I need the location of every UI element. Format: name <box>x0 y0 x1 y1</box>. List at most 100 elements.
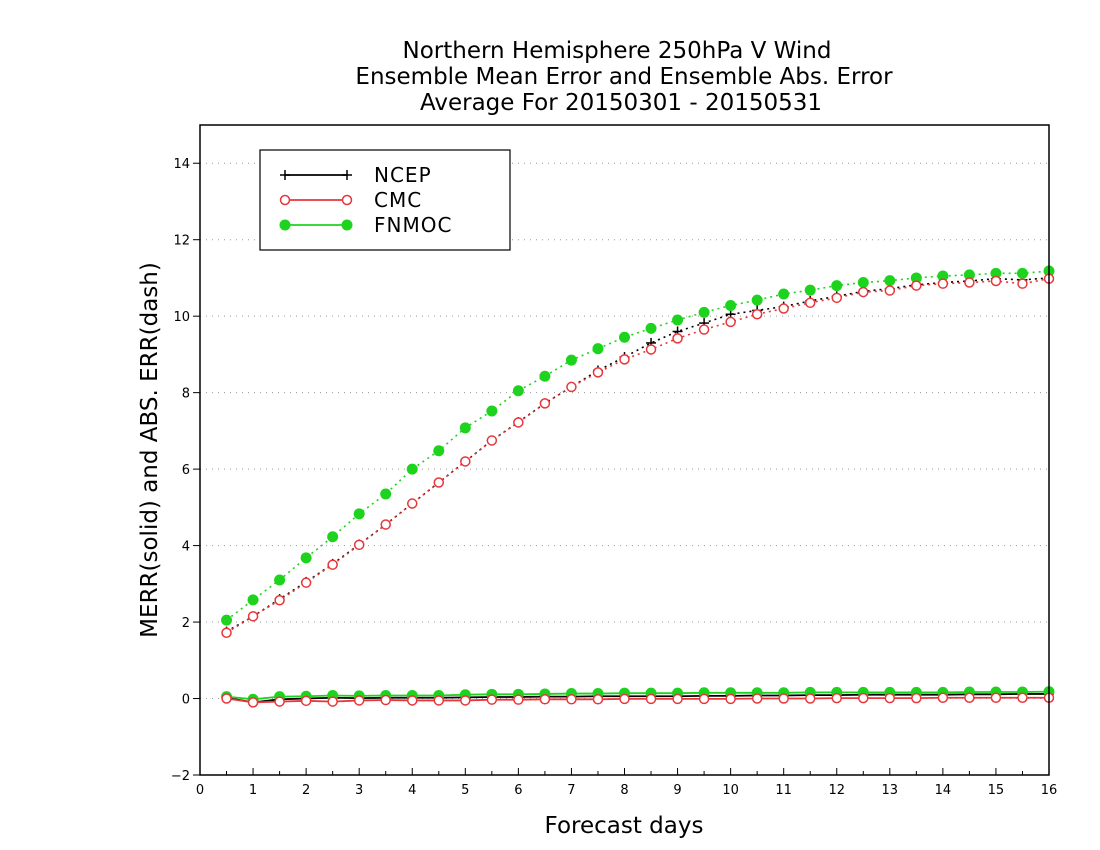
point-mean-err-cmc-28 <box>964 692 975 704</box>
point-abs-err-cmc-0 <box>221 627 232 639</box>
legend-marker-left-cmc <box>279 194 291 206</box>
tick-label-x-3: 3 <box>355 783 363 798</box>
x-axis-title: Forecast days <box>545 813 704 839</box>
point-mean-err-cmc-22 <box>804 693 816 704</box>
chart-title-line-2: Ensemble Mean Error and Ensemble Abs. Er… <box>355 64 893 90</box>
point-abs-err-fnmoc-4 <box>327 531 339 543</box>
point-abs-err-cmc-15 <box>619 354 630 365</box>
tick-label-x-1: 1 <box>249 783 257 798</box>
point-mean-err-cmc-25 <box>884 692 896 704</box>
tick-label-x-10: 10 <box>722 783 739 798</box>
point-abs-err-fnmoc-11 <box>512 385 524 397</box>
tick-label-x-5: 5 <box>461 783 469 798</box>
point-abs-err-cmc-18 <box>698 324 710 335</box>
tick-label-x-13: 13 <box>882 783 899 798</box>
tick-label-y-0: 0 <box>182 693 190 708</box>
point-mean-err-cmc-13 <box>566 694 577 705</box>
line-abs-err-ncep <box>226 277 1050 633</box>
point-abs-err-fnmoc-13 <box>565 354 577 366</box>
point-abs-err-cmc-12 <box>539 398 551 409</box>
point-mean-err-cmc-20 <box>751 693 763 704</box>
tick-label-x-4: 4 <box>408 783 416 798</box>
point-mean-err-cmc-30 <box>1017 692 1028 704</box>
tick-label-x-7: 7 <box>567 783 575 798</box>
point-abs-err-cmc-24 <box>858 286 869 298</box>
point-mean-err-cmc-8 <box>433 695 445 706</box>
tick-label-x-15: 15 <box>988 783 1005 798</box>
point-mean-err-cmc-7 <box>407 695 418 706</box>
point-abs-err-fnmoc-19 <box>725 299 737 311</box>
series-fnmoc <box>221 265 1055 705</box>
point-abs-err-fnmoc-0 <box>221 614 233 626</box>
point-abs-err-cmc-26 <box>911 280 922 291</box>
point-mean-err-cmc-3 <box>300 695 312 707</box>
point-abs-err-fnmoc-21 <box>778 288 790 300</box>
point-mean-err-cmc-15 <box>619 693 630 705</box>
point-abs-err-cmc-14 <box>592 367 604 378</box>
plot-series <box>221 265 1055 708</box>
legend-label-fnmoc: FNMOC <box>374 213 452 237</box>
tick-label-y-4: 4 <box>182 540 190 555</box>
point-mean-err-cmc-18 <box>698 693 710 705</box>
legend: NCEP CMC FNMOC <box>259 149 511 251</box>
point-abs-err-cmc-23 <box>831 292 842 304</box>
legend-label-ncep: NCEP <box>374 163 432 187</box>
point-abs-err-cmc-19 <box>725 316 736 328</box>
point-abs-err-fnmoc-12 <box>539 370 551 382</box>
point-abs-err-cmc-4 <box>327 559 338 570</box>
y-axis-title: MERR(solid) and ABS. ERR(dash) <box>137 262 163 638</box>
point-abs-err-cmc-10 <box>486 435 498 446</box>
tick-label-x-11: 11 <box>775 783 792 798</box>
point-abs-err-cmc-9 <box>460 456 471 467</box>
tick-label-x-0: 0 <box>196 783 204 798</box>
point-mean-err-cmc-5 <box>353 695 365 706</box>
point-mean-err-cmc-9 <box>460 695 471 706</box>
point-abs-err-fnmoc-22 <box>804 284 816 296</box>
point-abs-err-cmc-20 <box>751 309 763 320</box>
point-abs-err-fnmoc-17 <box>672 314 684 326</box>
point-abs-err-fnmoc-24 <box>857 277 869 289</box>
point-mean-err-cmc-29 <box>990 692 1002 704</box>
chart-title-line-1: Northern Hemisphere 250hPa V Wind <box>403 38 832 64</box>
tick-label-x-8: 8 <box>620 783 628 798</box>
point-abs-err-cmc-13 <box>566 381 577 393</box>
line-abs-err-fnmoc <box>226 270 1050 621</box>
point-abs-err-fnmoc-5 <box>353 508 365 520</box>
tick-label-x-14: 14 <box>935 783 952 798</box>
legend-marker-right-fnmoc <box>341 219 353 231</box>
point-mean-err-cmc-2 <box>274 696 285 707</box>
point-mean-err-cmc-23 <box>831 692 842 704</box>
point-abs-err-fnmoc-18 <box>698 306 710 318</box>
point-abs-err-fnmoc-3 <box>300 552 312 564</box>
plot-frame <box>199 124 1050 776</box>
point-abs-err-cmc-6 <box>380 519 391 530</box>
tick-label-y-10: 10 <box>173 310 190 325</box>
point-abs-err-fnmoc-9 <box>459 422 471 434</box>
point-mean-err-cmc-6 <box>380 694 391 706</box>
line-abs-err-cmc <box>226 277 1050 634</box>
point-abs-err-cmc-2 <box>274 595 285 606</box>
point-abs-err-fnmoc-6 <box>380 488 392 500</box>
tick-label-y-12: 12 <box>173 234 190 249</box>
point-abs-err-cmc-27 <box>937 278 949 289</box>
point-abs-err-cmc-16 <box>645 344 657 355</box>
point-mean-err-cmc-26 <box>911 692 922 704</box>
point-abs-err-cmc-7 <box>407 498 418 509</box>
point-mean-err-cmc-17 <box>672 693 683 705</box>
legend-label-cmc: CMC <box>374 188 422 212</box>
point-abs-err-cmc-30 <box>1017 278 1028 289</box>
point-abs-err-cmc-3 <box>300 577 312 588</box>
point-mean-err-cmc-14 <box>592 694 604 705</box>
point-abs-err-fnmoc-20 <box>751 294 763 306</box>
chart-title-line-3: Average For 20150301 - 20150531 <box>420 90 822 116</box>
point-abs-err-fnmoc-25 <box>884 275 896 287</box>
point-abs-err-cmc-22 <box>804 297 816 309</box>
point-mean-err-cmc-19 <box>725 693 736 705</box>
tick-label-y-2: 2 <box>182 616 190 631</box>
point-mean-err-cmc-12 <box>539 694 551 705</box>
tick-label-y-14: 14 <box>173 157 190 172</box>
legend-marker-right-ncep <box>342 170 352 180</box>
point-mean-err-cmc-24 <box>858 692 869 704</box>
